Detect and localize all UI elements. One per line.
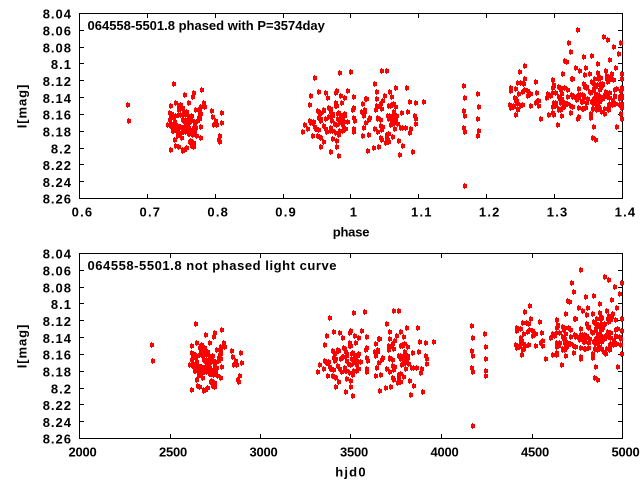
svg-text:8.22: 8.22 — [43, 398, 72, 413]
svg-text:0.8: 0.8 — [207, 205, 229, 220]
svg-text:4500: 4500 — [521, 445, 549, 460]
svg-text:8.16: 8.16 — [43, 108, 72, 123]
svg-text:8.14: 8.14 — [43, 91, 72, 106]
svg-text:8.08: 8.08 — [43, 40, 72, 55]
svg-text:0.7: 0.7 — [140, 205, 162, 220]
svg-text:I[mag]: I[mag] — [15, 324, 30, 368]
svg-text:3500: 3500 — [340, 445, 368, 460]
svg-text:1: 1 — [350, 205, 358, 220]
svg-text:1.3: 1.3 — [547, 205, 569, 220]
svg-text:8.06: 8.06 — [43, 24, 72, 39]
svg-text:8.1: 8.1 — [51, 297, 72, 312]
svg-text:8.2: 8.2 — [51, 141, 72, 156]
svg-text:8.18: 8.18 — [43, 124, 72, 139]
svg-text:064558-5501.8 phased with P=35: 064558-5501.8 phased with P=3574day — [88, 18, 326, 33]
svg-text:1.1: 1.1 — [411, 205, 433, 220]
svg-text:8.04: 8.04 — [43, 247, 72, 262]
svg-text:I[mag]: I[mag] — [15, 84, 30, 128]
svg-text:8.26: 8.26 — [43, 192, 72, 207]
svg-text:8.26: 8.26 — [43, 432, 72, 447]
svg-text:5000: 5000 — [611, 445, 639, 460]
svg-text:1.4: 1.4 — [615, 205, 637, 220]
svg-text:8.06: 8.06 — [43, 264, 72, 279]
svg-text:8.12: 8.12 — [43, 314, 72, 329]
svg-text:hjd0: hjd0 — [335, 465, 367, 480]
svg-text:3000: 3000 — [249, 445, 277, 460]
svg-text:8.14: 8.14 — [43, 331, 72, 346]
svg-text:8.16: 8.16 — [43, 348, 72, 363]
svg-text:1.2: 1.2 — [479, 205, 501, 220]
svg-text:8.2: 8.2 — [51, 381, 72, 396]
svg-text:8.12: 8.12 — [43, 74, 72, 89]
svg-text:8.08: 8.08 — [43, 280, 72, 295]
svg-text:8.04: 8.04 — [43, 7, 72, 22]
svg-text:8.18: 8.18 — [43, 364, 72, 379]
svg-text:0.6: 0.6 — [72, 205, 94, 220]
svg-text:064558-5501.8 not phased light: 064558-5501.8 not phased light curve — [88, 258, 338, 273]
svg-text:2000: 2000 — [68, 445, 96, 460]
svg-text:8.24: 8.24 — [43, 175, 72, 190]
svg-text:0.9: 0.9 — [275, 205, 297, 220]
svg-text:8.24: 8.24 — [43, 415, 72, 430]
svg-text:2500: 2500 — [159, 445, 187, 460]
svg-text:4000: 4000 — [430, 445, 458, 460]
svg-text:8.22: 8.22 — [43, 158, 72, 173]
svg-text:phase: phase — [333, 225, 370, 240]
svg-text:8.1: 8.1 — [51, 57, 72, 72]
